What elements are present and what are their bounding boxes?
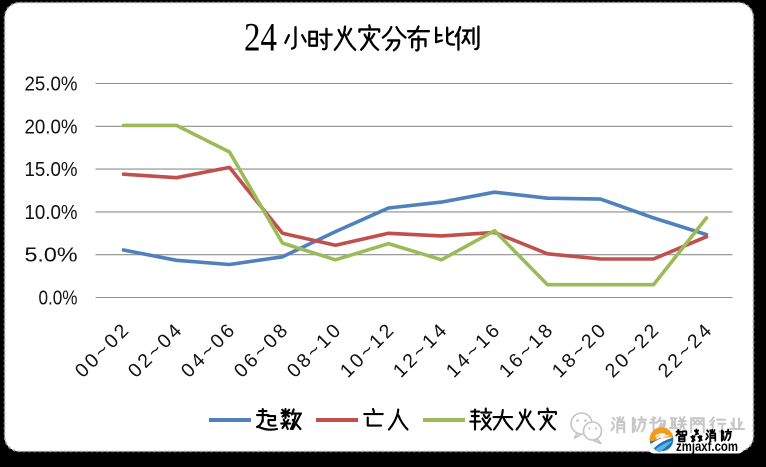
svg-text:5.0%: 5.0% [25, 245, 78, 267]
svg-text:10.0%: 10.0% [25, 202, 78, 224]
svg-text:15.0%: 15.0% [25, 159, 78, 181]
svg-text:zmjaxf.com: zmjaxf.com [676, 439, 738, 454]
svg-text:0.0%: 0.0% [39, 288, 78, 310]
svg-text:24: 24 [244, 15, 277, 60]
svg-text:20.0%: 20.0% [25, 116, 78, 138]
svg-text:25.0%: 25.0% [25, 74, 78, 96]
